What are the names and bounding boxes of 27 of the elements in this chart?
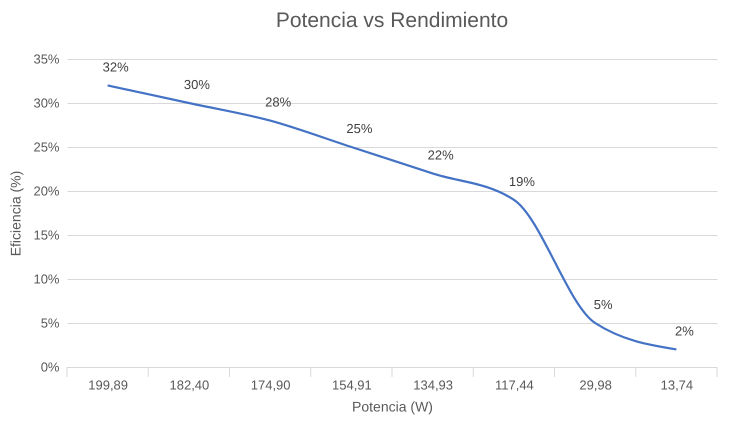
x-tick-label: 117,44: [494, 378, 534, 392]
y-axis-title: Eficiencia (%): [7, 170, 24, 256]
x-tick-label: 182,40: [169, 378, 210, 392]
y-tick-label: 5%: [40, 316, 60, 330]
x-tick-label: 199,89: [88, 378, 128, 392]
y-tick-label: 20%: [33, 184, 60, 198]
text: 22%: [428, 147, 454, 162]
text: 2%: [674, 323, 694, 338]
y-tick-label: 30%: [33, 96, 60, 110]
y-tick-label: 35%: [33, 52, 60, 66]
x-tick-label: 174,90: [250, 378, 291, 392]
x-axis-title: Potencia (W): [352, 398, 433, 414]
x-tick-label: 13,74: [660, 378, 694, 392]
text: 5%: [594, 297, 613, 312]
x-tick-label: 29,98: [579, 378, 612, 392]
y-tick-label: 10%: [33, 272, 60, 286]
text: 25%: [346, 121, 372, 136]
y-tick-label: 0%: [40, 360, 60, 374]
text: 32%: [102, 59, 129, 74]
chart-title: Potencia vs Rendimiento: [276, 9, 508, 32]
text: 19%: [508, 174, 535, 189]
y-tick-label: 15%: [33, 228, 60, 242]
text: 30%: [184, 77, 210, 92]
x-tick-label: 154,91: [332, 378, 372, 392]
y-tick-label: 25%: [33, 140, 60, 154]
x-tick-label: 134,93: [413, 378, 454, 392]
text: 28%: [265, 94, 292, 110]
